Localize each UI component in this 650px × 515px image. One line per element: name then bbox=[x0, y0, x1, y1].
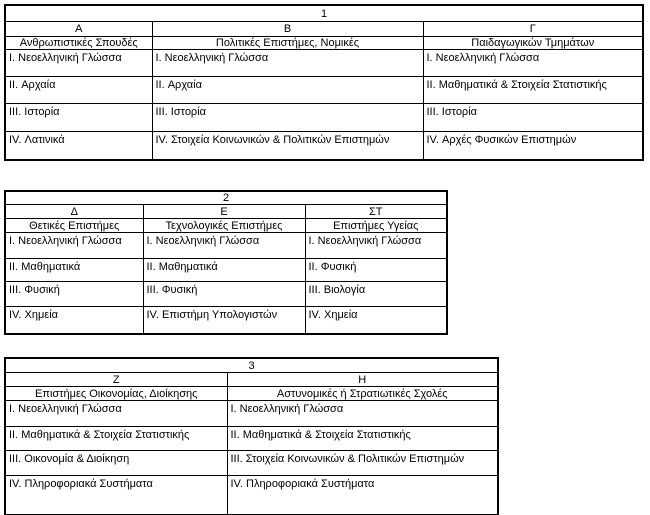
table-3-col-h-subject-1: I. Νεοελληνική Γλώσσα bbox=[226, 400, 499, 427]
table-3-col-h-subject-4: IV. Πληροφοριακά Συστήματα bbox=[226, 475, 499, 515]
table-1-col-c-subject-3: III. Ιστορία bbox=[422, 103, 644, 132]
table-1-col-a-subject-1: I. Νεοελληνική Γλώσσα bbox=[4, 49, 153, 77]
table-1-col-c-subject-2: II. Μαθηματικά & Στοιχεία Στατιστικής bbox=[422, 76, 644, 104]
table-1-col-a-subject-3: III. Ιστορία bbox=[4, 103, 153, 132]
table-2-col-d-subject-1: I. Νεοελληνική Γλώσσα bbox=[4, 232, 144, 259]
table-1-col-b-subject-2: II. Αρχαία bbox=[151, 76, 424, 104]
table-3-col-z-subject-2: II. Μαθηματικά & Στοιχεία Στατιστικής bbox=[4, 426, 228, 451]
table-1-col-b-letter: Β bbox=[151, 21, 424, 37]
table-1-col-b-title: Πολιτικές Επιστήμες, Νομικές bbox=[151, 36, 424, 50]
table-1-col-c-letter: Γ bbox=[422, 21, 644, 37]
table-1-number: 1 bbox=[4, 4, 644, 22]
table-3-col-z-subject-1: I. Νεοελληνική Γλώσσα bbox=[4, 400, 228, 427]
table-2-col-st-title: Επιστήμες Υγείας bbox=[304, 218, 448, 233]
table-3-col-h-subject-2: II. Μαθηματικά & Στοιχεία Στατιστικής bbox=[226, 426, 499, 451]
table-2-number: 2 bbox=[4, 190, 448, 205]
table-2-col-e-title: Τεχνολογικές Επιστήμες bbox=[142, 218, 306, 233]
table-1-col-a-letter: Α bbox=[4, 21, 153, 37]
table-2-col-d-subject-2: II. Μαθηματικά bbox=[4, 258, 144, 282]
table-1-col-c-subject-4: IV. Αρχές Φυσικών Επιστημών bbox=[422, 131, 644, 161]
table-3-col-h-title: Αστυνομικές ή Στρατιωτικές Σχολές bbox=[226, 386, 499, 401]
table-2-col-e-subject-2: II. Μαθηματικά bbox=[142, 258, 306, 282]
table-2-col-d-subject-3: III. Φυσική bbox=[4, 281, 144, 307]
table-1-col-a-subject-4: IV. Λατινικά bbox=[4, 131, 153, 161]
table-2-col-e-letter: Ε bbox=[142, 204, 306, 219]
table-3-col-z-letter: Ζ bbox=[4, 372, 228, 387]
admission-group-table-2: 2 Δ Ε ΣΤ Θετικές Επιστήμες Τεχνολογικές … bbox=[4, 190, 448, 335]
table-1-col-b-subject-4: IV. Στοιχεία Κοινωνικών & Πολιτικών Επισ… bbox=[151, 131, 424, 161]
table-3-col-h-subject-3: III. Στοιχεία Κοινωνικών & Πολιτικών Επι… bbox=[226, 450, 499, 476]
table-2-col-d-subject-4: IV. Χημεία bbox=[4, 306, 144, 335]
table-2-col-st-subject-3: III. Βιολογία bbox=[304, 281, 448, 307]
table-1-col-c-subject-1: I. Νεοελληνική Γλώσσα bbox=[422, 49, 644, 77]
table-2-col-e-subject-4: IV. Επιστήμη Υπολογιστών bbox=[142, 306, 306, 335]
table-2-col-e-subject-1: I. Νεοελληνική Γλώσσα bbox=[142, 232, 306, 259]
table-2-col-d-letter: Δ bbox=[4, 204, 144, 219]
table-3-col-z-title: Επιστήμες Οικονομίας, Διοίκησης bbox=[4, 386, 228, 401]
table-2-col-e-subject-3: III. Φυσική bbox=[142, 281, 306, 307]
table-1-col-b-subject-3: III. Ιστορία bbox=[151, 103, 424, 132]
table-3-col-z-subject-4: IV. Πληροφοριακά Συστήματα bbox=[4, 475, 228, 515]
table-3-col-h-letter: Η bbox=[226, 372, 499, 387]
table-1-col-a-subject-2: II. Αρχαία bbox=[4, 76, 153, 104]
table-2-col-st-subject-1: I. Νεοελληνική Γλώσσα bbox=[304, 232, 448, 259]
admission-group-table-1: 1 Α Β Γ Ανθρωπιστικές Σπουδές Πολιτικές … bbox=[4, 4, 644, 161]
table-1-col-a-title: Ανθρωπιστικές Σπουδές bbox=[4, 36, 153, 50]
table-1-col-b-subject-1: I. Νεοελληνική Γλώσσα bbox=[151, 49, 424, 77]
table-2-col-d-title: Θετικές Επιστήμες bbox=[4, 218, 144, 233]
table-2-col-st-subject-4: IV. Χημεία bbox=[304, 306, 448, 335]
table-3-col-z-subject-3: III. Οικονομία & Διοίκηση bbox=[4, 450, 228, 476]
table-2-col-st-letter: ΣΤ bbox=[304, 204, 448, 219]
table-1-col-c-title: Παιδαγωγικών Τμημάτων bbox=[422, 36, 644, 50]
admission-group-table-3: 3 Ζ Η Επιστήμες Οικονομίας, Διοίκησης Ασ… bbox=[4, 357, 499, 515]
table-3-number: 3 bbox=[4, 357, 499, 373]
table-2-col-st-subject-2: II. Φυσική bbox=[304, 258, 448, 282]
